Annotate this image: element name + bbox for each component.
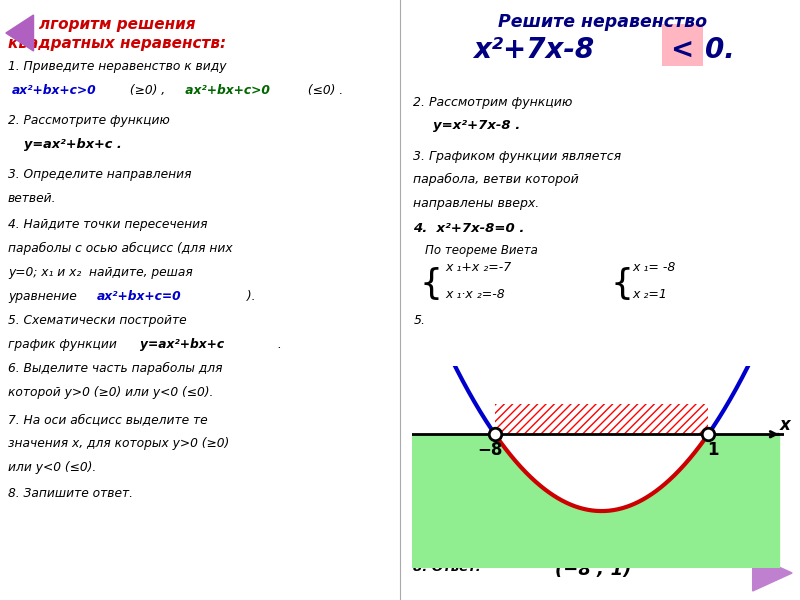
Text: y=x²+7x-8 .: y=x²+7x-8 . (434, 119, 521, 133)
Text: 1: 1 (707, 441, 718, 459)
Text: квадратных неравенств:: квадратных неравенств: (8, 36, 226, 51)
Polygon shape (6, 15, 34, 51)
Text: <: < (670, 36, 694, 64)
Text: {: { (610, 268, 634, 301)
Text: (≤0) .: (≤0) . (304, 84, 343, 97)
Text: 7. На оси абсцисс выделите те: 7. На оси абсцисс выделите те (8, 413, 207, 426)
Text: {: { (419, 268, 442, 301)
Text: 1. Приведите неравенство к виду: 1. Приведите неравенство к виду (8, 60, 226, 73)
Text: x ₂=1: x ₂=1 (632, 288, 667, 301)
Text: 3. Графиком функции является: 3. Графиком функции является (414, 150, 622, 163)
Text: которой y>0 (≥0) или y<0 (≤0).: которой y>0 (≥0) или y<0 (≤0). (8, 386, 214, 400)
Text: параболы с осью абсцисс (для них: параболы с осью абсцисс (для них (8, 242, 233, 256)
Text: 5. Схематически постройте: 5. Схематически постройте (8, 314, 186, 328)
Text: x ₁+x ₂=-7: x ₁+x ₂=-7 (445, 262, 511, 274)
Text: −8: −8 (478, 441, 503, 459)
Text: y=0; x₁ и x₂  найдите, решая: y=0; x₁ и x₂ найдите, решая (8, 266, 193, 280)
FancyBboxPatch shape (662, 24, 703, 66)
Text: ax²+bx+c=0: ax²+bx+c=0 (97, 290, 182, 304)
Text: 6. Выделите часть параболы для: 6. Выделите часть параболы для (8, 362, 222, 376)
Text: (−8 ; 1): (−8 ; 1) (555, 561, 632, 579)
Text: 6 -7.: 6 -7. (414, 507, 442, 520)
Text: направлены вверх.: направлены вверх. (414, 197, 540, 210)
Text: парабола, ветви которой: парабола, ветви которой (414, 173, 579, 187)
Text: значения x, для которых y>0 (≥0): значения x, для которых y>0 (≥0) (8, 437, 229, 450)
Text: ax²+bx+c>0: ax²+bx+c>0 (182, 84, 270, 97)
Text: уравнение: уравнение (8, 290, 81, 304)
Text: ax²+bx+c>0: ax²+bx+c>0 (12, 84, 97, 97)
Text: ).: ). (242, 290, 255, 304)
Text: 2. Рассмотрим функцию: 2. Рассмотрим функцию (414, 96, 573, 109)
Text: 5.: 5. (414, 314, 426, 327)
Text: 4.  x²+7x-8=0 .: 4. x²+7x-8=0 . (414, 221, 525, 235)
Text: y=ax²+bx+c: y=ax²+bx+c (140, 338, 224, 352)
Text: Решите неравенство: Решите неравенство (498, 13, 707, 31)
Text: По теореме Виета: По теореме Виета (426, 244, 538, 257)
Text: ветвей.: ветвей. (8, 192, 56, 205)
Text: y=ax²+bx+c .: y=ax²+bx+c . (24, 138, 122, 151)
Text: 3. Определите направления: 3. Определите направления (8, 168, 191, 181)
Text: 0.: 0. (706, 36, 735, 64)
Text: x²+7x-8: x²+7x-8 (473, 36, 594, 64)
Text: x ₁= -8: x ₁= -8 (632, 262, 676, 274)
Text: график функции: график функции (8, 338, 121, 352)
Text: 4. Найдите точки пересечения: 4. Найдите точки пересечения (8, 218, 207, 232)
Text: 8. Запишите ответ.: 8. Запишите ответ. (8, 487, 133, 500)
Text: (≥0) ,: (≥0) , (126, 84, 166, 97)
Text: x: x (779, 416, 790, 434)
Text: 8. Ответ:: 8. Ответ: (414, 561, 482, 574)
Polygon shape (753, 555, 792, 591)
Text: x ₁·x ₂=-8: x ₁·x ₂=-8 (445, 288, 505, 301)
Text: 2. Рассмотрите функцию: 2. Рассмотрите функцию (8, 114, 170, 127)
Text: .: . (274, 338, 282, 352)
Text: или y<0 (≤0).: или y<0 (≤0). (8, 461, 96, 474)
Text: лгоритм решения: лгоритм решения (39, 17, 196, 32)
